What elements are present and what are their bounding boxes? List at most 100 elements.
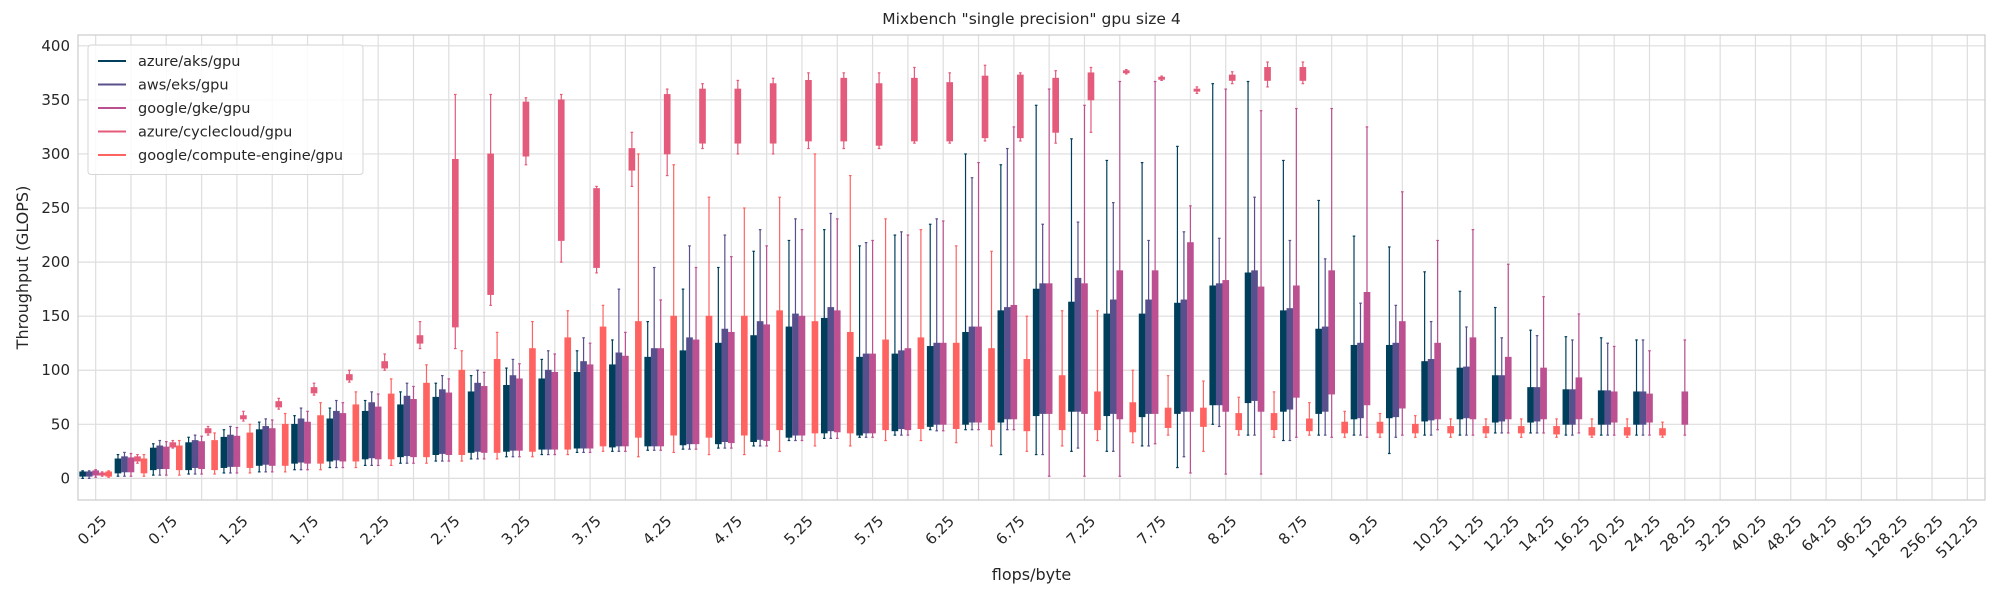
box-plot	[1411, 415, 1419, 438]
box-plot	[1659, 421, 1666, 438]
box-plot	[211, 432, 218, 475]
box	[593, 188, 600, 268]
box	[827, 307, 835, 432]
box	[820, 317, 828, 434]
box-plot	[297, 407, 305, 471]
box-plot	[1094, 310, 1101, 442]
box	[1315, 328, 1323, 414]
box-plot	[275, 397, 283, 410]
box-plot	[785, 239, 793, 442]
box-plot	[840, 72, 848, 150]
box-plot	[361, 399, 369, 466]
box-plot	[981, 64, 989, 142]
box-plot	[833, 218, 841, 439]
box	[246, 432, 254, 468]
box-plot	[975, 162, 982, 431]
box-plot	[734, 79, 742, 155]
box	[939, 342, 947, 425]
box	[121, 456, 128, 473]
box-plot	[557, 93, 565, 263]
box	[926, 346, 934, 427]
box	[544, 369, 552, 450]
box-plot	[699, 83, 706, 150]
box-plot	[522, 97, 530, 166]
box	[622, 355, 629, 447]
box-plot	[926, 223, 934, 431]
box-plot	[474, 369, 481, 460]
box-plot	[1357, 302, 1364, 436]
box-plot	[1209, 83, 1217, 425]
box-plot	[317, 402, 324, 471]
box	[1180, 299, 1188, 412]
box-plot	[374, 393, 382, 466]
box	[1376, 421, 1384, 434]
box	[580, 361, 587, 449]
box	[1434, 342, 1441, 420]
box	[856, 356, 863, 436]
box	[1540, 367, 1547, 420]
box	[988, 348, 995, 431]
box-plot	[451, 93, 459, 350]
box-plot	[917, 229, 925, 442]
box-plot	[811, 153, 819, 447]
box	[281, 423, 289, 466]
box-plot	[1498, 337, 1506, 434]
box-plot	[1251, 196, 1258, 436]
box	[1610, 391, 1618, 423]
box-plot	[458, 350, 466, 462]
box-plot	[1074, 221, 1082, 449]
y-tick-label: 300	[41, 145, 70, 163]
box	[451, 158, 459, 328]
box-plot	[615, 288, 623, 452]
box-plot	[1491, 306, 1499, 434]
box	[1151, 270, 1159, 414]
y-tick-label: 200	[41, 253, 70, 271]
box	[403, 395, 411, 457]
box	[140, 458, 148, 474]
box-plot	[410, 385, 417, 464]
box	[962, 331, 969, 425]
box	[1328, 270, 1335, 395]
box-plot	[149, 443, 157, 476]
box-plot	[869, 239, 876, 438]
box-plot	[776, 196, 783, 452]
x-axis-label: flops/byte	[992, 565, 1072, 584]
box-plot	[1187, 205, 1194, 474]
box-plot	[169, 439, 177, 449]
box	[917, 337, 925, 430]
box-plot	[233, 426, 241, 474]
box	[1074, 277, 1082, 412]
box-plot	[1286, 239, 1294, 442]
box-plot	[1081, 104, 1088, 477]
box	[1321, 326, 1329, 412]
box	[352, 404, 360, 462]
box-plot	[255, 421, 263, 473]
box-plot	[1103, 159, 1111, 452]
box-plot	[1341, 410, 1348, 438]
box-plot	[516, 363, 523, 458]
box	[1569, 389, 1576, 425]
box	[1597, 390, 1605, 425]
box-plot	[1456, 290, 1464, 436]
box	[509, 375, 517, 451]
y-tick-label: 50	[51, 415, 70, 433]
box-plot	[898, 231, 905, 436]
box-plot	[262, 418, 270, 473]
box-plot	[127, 452, 135, 477]
box-plot	[798, 229, 806, 442]
box-plot	[586, 342, 594, 454]
box	[933, 342, 941, 425]
box-plot	[1004, 147, 1011, 431]
box	[981, 75, 989, 139]
box-plot	[670, 164, 678, 454]
box	[397, 404, 404, 458]
box	[615, 352, 623, 447]
box	[487, 153, 494, 295]
y-tick-label: 400	[41, 37, 70, 55]
box	[756, 321, 764, 440]
box	[1251, 270, 1258, 401]
box	[1145, 299, 1152, 414]
box	[1081, 283, 1088, 414]
y-tick-label: 150	[41, 307, 70, 325]
box-plot	[904, 234, 912, 436]
